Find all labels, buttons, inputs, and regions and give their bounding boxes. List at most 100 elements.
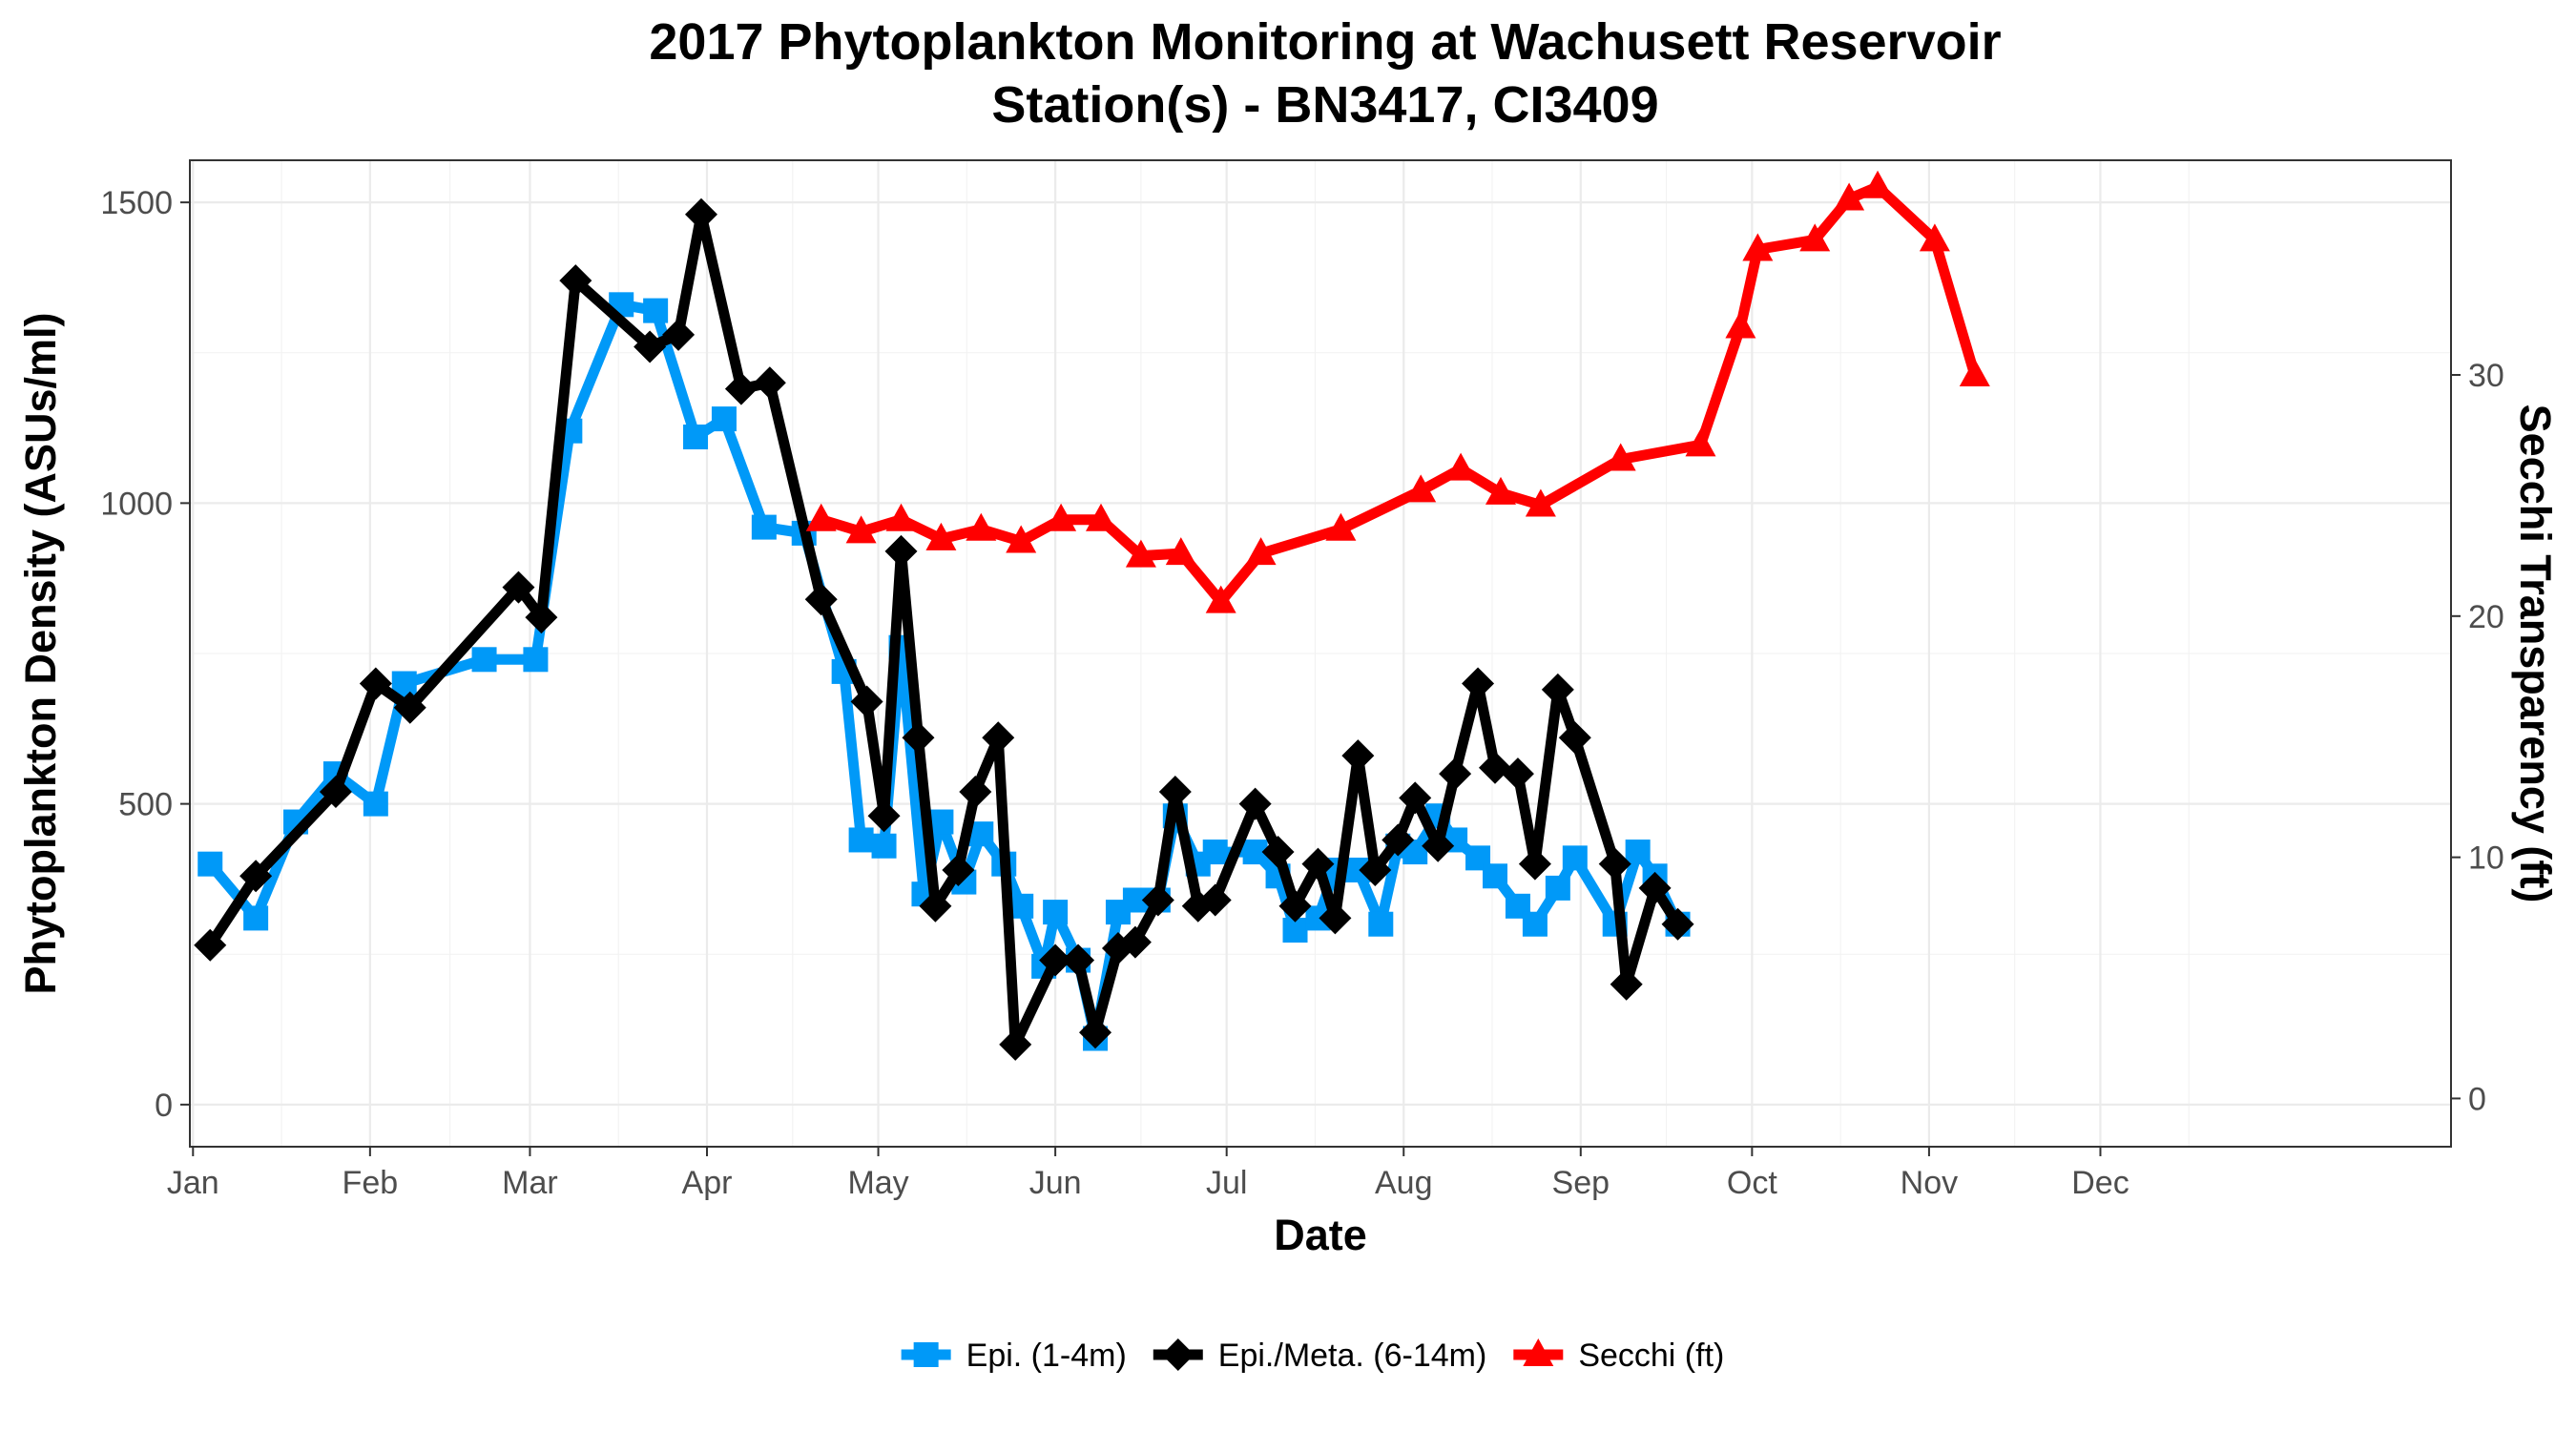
y-axis-right: 0 10 20 30	[2451, 358, 2504, 1117]
data-point	[1625, 840, 1651, 865]
data-point	[751, 514, 777, 540]
data-point	[643, 298, 669, 323]
data-point	[1862, 170, 1894, 198]
data-point	[1301, 847, 1335, 881]
data-point	[1062, 944, 1095, 977]
data-point	[525, 601, 558, 634]
data-point	[848, 827, 874, 853]
y2-axis-title: Secchi Transparency (ft)	[2511, 404, 2560, 903]
legend-label: Epi./Meta. (6-14m)	[1218, 1338, 1487, 1374]
data-point	[919, 889, 952, 923]
data-point	[925, 522, 957, 550]
data-point	[685, 197, 718, 231]
y2-tick-label: 0	[2468, 1081, 2486, 1117]
data-point	[1319, 902, 1352, 935]
data-point	[1462, 667, 1495, 700]
x-tick-label: Sep	[1552, 1165, 1610, 1201]
data-point	[871, 833, 897, 859]
data-point	[1245, 537, 1277, 566]
data-point	[1834, 182, 1865, 211]
data-point	[393, 691, 426, 724]
data-point	[1118, 925, 1152, 959]
y-tick-label: 0	[155, 1088, 173, 1124]
data-point	[982, 721, 1015, 755]
data-point	[1359, 853, 1392, 886]
legend-item-0: Epi. (1-4m)	[901, 1338, 1127, 1374]
data-point	[243, 905, 269, 931]
data-point	[1439, 757, 1472, 791]
y-tick-label: 1500	[100, 185, 173, 221]
data-point	[1158, 776, 1192, 809]
data-point	[867, 799, 901, 833]
data-point	[1742, 233, 1774, 261]
data-point	[1610, 967, 1643, 1001]
x-tick-label: Feb	[343, 1165, 399, 1201]
x-tick-label: Oct	[1727, 1165, 1777, 1201]
data-point	[902, 721, 935, 755]
chart-subtitle: Station(s) - BN3417, CI3409	[991, 76, 1658, 134]
y2-tick-label: 10	[2468, 840, 2504, 877]
data-point	[662, 318, 696, 351]
legend: Epi. (1-4m) Epi./Meta. (6-14m) Secchi (ft)	[901, 1338, 1724, 1374]
data-point	[1381, 823, 1415, 857]
data-point	[1685, 428, 1716, 457]
series-1	[194, 197, 1694, 1061]
grid-major	[190, 160, 2451, 1147]
data-point	[683, 425, 709, 450]
y2-tick-label: 20	[2468, 599, 2504, 635]
data-point	[1638, 871, 1672, 904]
data-point	[942, 853, 975, 886]
x-tick-label: Nov	[1901, 1165, 1958, 1201]
legend-key-marker	[913, 1342, 939, 1367]
data-point	[804, 583, 838, 616]
data-point	[1368, 911, 1394, 937]
data-point	[1661, 907, 1694, 941]
data-point	[1043, 900, 1069, 925]
data-point	[711, 406, 737, 432]
data-point	[1341, 739, 1375, 773]
data-point	[363, 791, 388, 817]
data-point	[1202, 840, 1228, 865]
data-point	[1445, 452, 1477, 481]
legend-label: Epi. (1-4m)	[966, 1338, 1127, 1374]
data-point	[1198, 883, 1232, 917]
data-point	[1959, 359, 1990, 387]
data-point	[1522, 911, 1548, 937]
x-tick-label: Mar	[502, 1165, 558, 1201]
x-tick-label: Jun	[1029, 1165, 1082, 1201]
data-point	[471, 647, 497, 673]
data-point	[1399, 781, 1432, 815]
data-point	[1518, 847, 1551, 881]
data-point	[1405, 474, 1437, 503]
chart-title: 2017 Phytoplankton Monitoring at Wachuse…	[649, 13, 2001, 71]
data-point	[1799, 223, 1831, 252]
data-point	[1006, 525, 1037, 553]
data-point	[850, 685, 883, 718]
data-point	[559, 264, 592, 298]
data-point	[1079, 1016, 1112, 1049]
y-axis-left: 0 500 1000 1500	[100, 185, 190, 1124]
data-point	[1205, 585, 1236, 613]
data-point	[845, 515, 877, 544]
data-point	[884, 534, 918, 568]
data-point	[523, 647, 549, 673]
legend-item-1: Epi./Meta. (6-14m)	[1153, 1338, 1487, 1374]
y-axis-title: Phytoplankton Density (ASUs/ml)	[16, 312, 65, 994]
data-point	[753, 366, 786, 400]
data-point	[1125, 539, 1156, 568]
x-axis-title: Date	[1274, 1211, 1367, 1259]
data-point	[1141, 883, 1174, 917]
data-point	[319, 776, 352, 809]
data-point	[1541, 673, 1574, 706]
data-point	[885, 503, 917, 531]
x-axis: Jan Feb Mar Apr May Jun Jul Aug Sep Oct Nov Dec	[167, 1147, 2129, 1201]
x-tick-label: Jul	[1206, 1165, 1247, 1201]
data-point	[1261, 836, 1295, 869]
data-point	[197, 851, 223, 877]
data-point	[1165, 537, 1196, 566]
data-point	[1238, 787, 1272, 820]
data-point	[1046, 503, 1077, 531]
data-point	[1605, 443, 1636, 471]
legend-key-marker	[1523, 1338, 1554, 1366]
